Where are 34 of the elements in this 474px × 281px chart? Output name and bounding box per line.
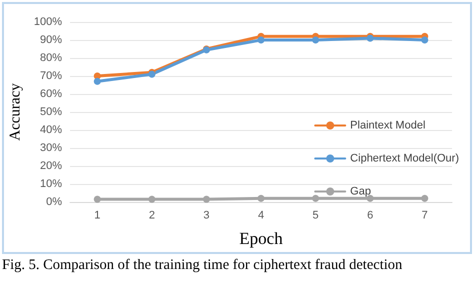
point xyxy=(312,194,320,202)
y-tick-label: 40% xyxy=(40,124,62,136)
y-tick-label: 90% xyxy=(40,34,62,46)
x-axis-title: Epoch xyxy=(239,229,284,248)
point xyxy=(421,36,428,44)
y-tick-label: 70% xyxy=(40,70,62,82)
point xyxy=(421,194,428,202)
point xyxy=(94,78,101,85)
y-axis-title: Accuracy xyxy=(8,82,24,141)
legend-label: Ciphertext Model(Our) xyxy=(350,152,460,164)
y-tick-label: 30% xyxy=(40,142,62,154)
point xyxy=(312,36,320,44)
point xyxy=(258,194,265,202)
x-tick-label: 4 xyxy=(258,210,264,222)
x-tick-label: 3 xyxy=(203,210,210,222)
caption: Fig. 5. Comparison of the training time for ciphertext fraud detection xyxy=(2,257,402,274)
y-tick-label: 20% xyxy=(40,160,62,172)
y-tick-label: 10% xyxy=(40,178,62,190)
legend-label: Gap xyxy=(350,186,371,198)
legend-label: Plaintext Model xyxy=(350,120,426,132)
x-tick-label: 7 xyxy=(422,210,428,222)
y-tick-label: 0% xyxy=(46,196,62,208)
x-tick-label: 1 xyxy=(94,210,100,222)
point xyxy=(148,196,156,203)
x-tick-label: 5 xyxy=(312,210,319,222)
y-tick-label: 100% xyxy=(34,16,62,28)
point xyxy=(94,196,101,203)
y-tick-label: 80% xyxy=(40,52,62,64)
x-tick-label: 6 xyxy=(367,210,374,222)
y-tick-label: 60% xyxy=(40,88,62,100)
x-tick-label: 2 xyxy=(148,210,155,222)
point xyxy=(258,36,265,44)
point xyxy=(202,196,210,203)
y-tick-label: 50% xyxy=(40,106,62,118)
